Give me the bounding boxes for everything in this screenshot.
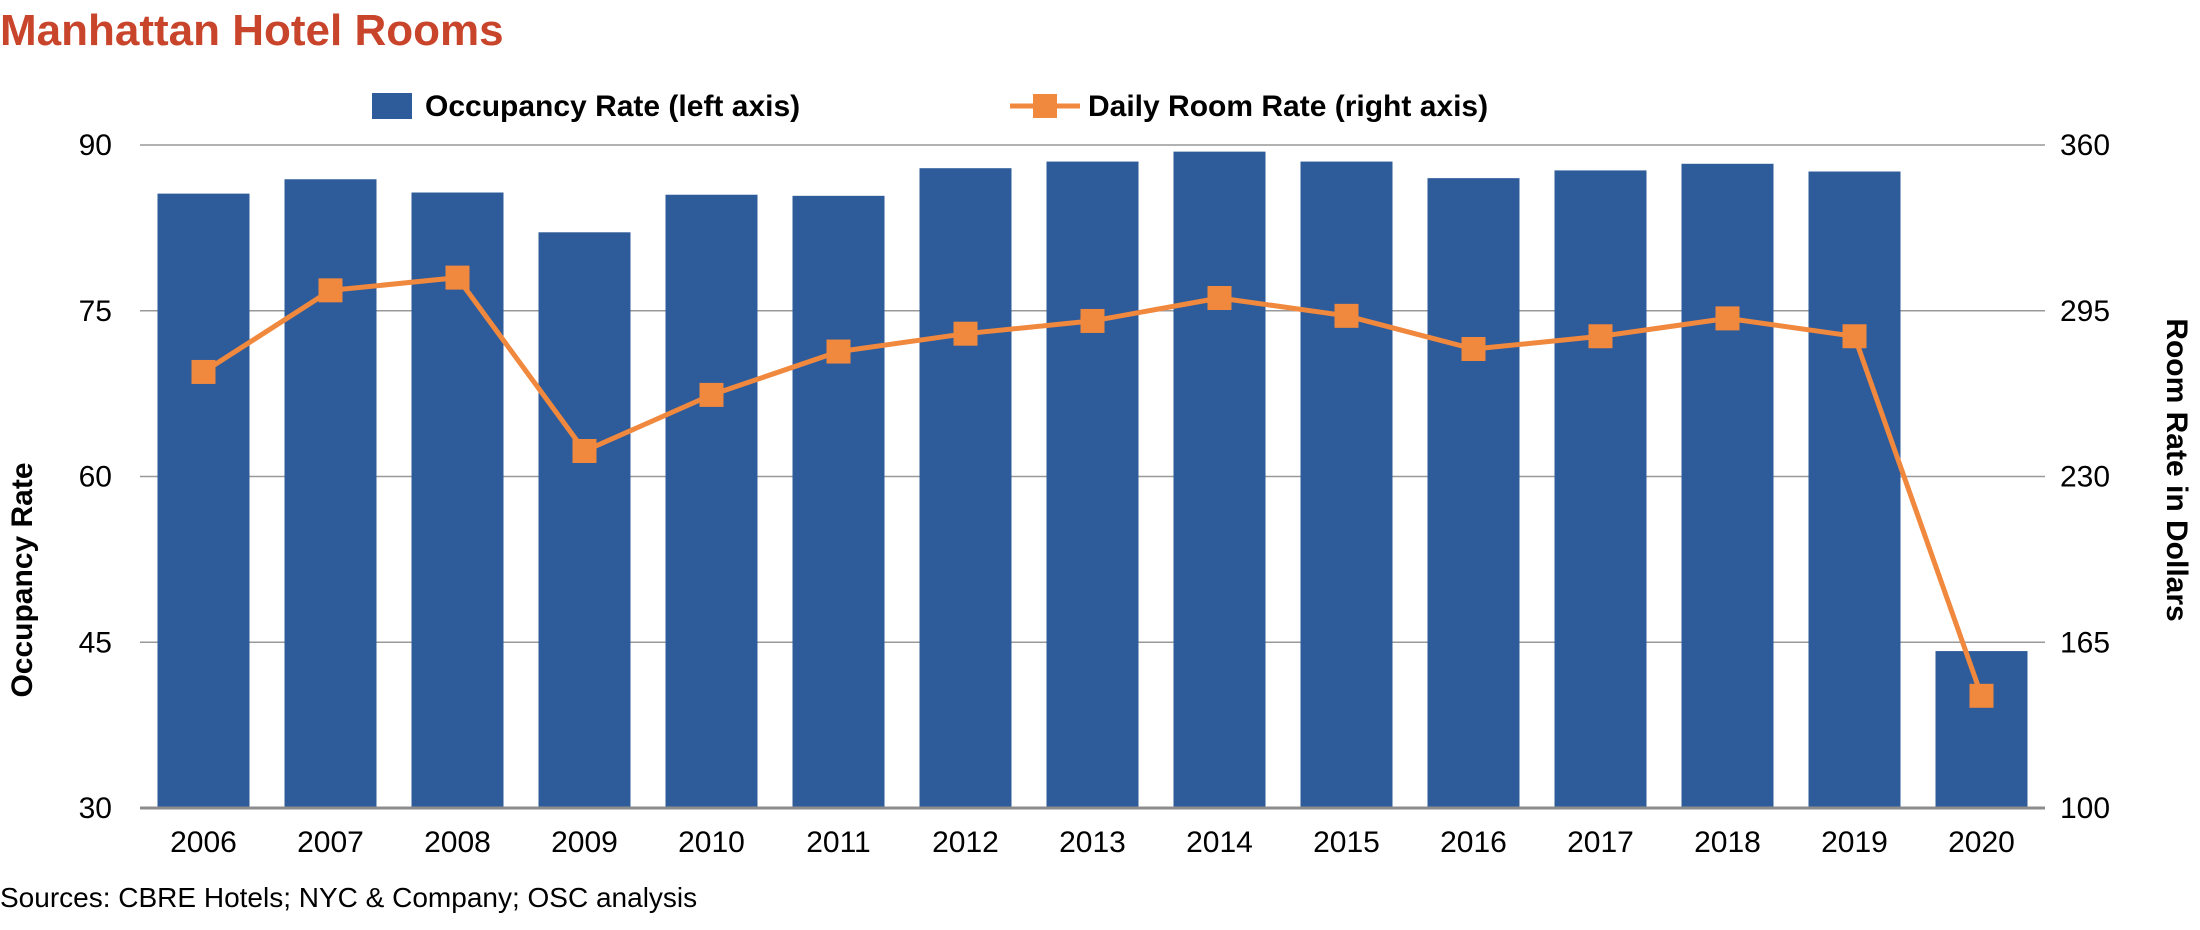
bar-2020 — [1935, 651, 2028, 808]
marker-2009 — [572, 439, 597, 463]
x-tick-label: 2014 — [1186, 826, 1253, 859]
y-right-tick-label: 295 — [2060, 295, 2110, 328]
legend-label-occupancy: Occupancy Rate (left axis) — [425, 90, 800, 123]
bar-series-occupancy — [157, 151, 2028, 809]
bar-2016 — [1427, 178, 1520, 808]
marker-2012 — [953, 321, 978, 346]
marker-2014 — [1207, 286, 1232, 310]
y-right-tick-label: 360 — [2060, 129, 2110, 162]
marker-2006 — [191, 359, 216, 384]
y-right-tick-label: 230 — [2060, 461, 2110, 494]
x-tick-label: 2018 — [1694, 826, 1761, 859]
x-tick-label: 2006 — [170, 826, 237, 859]
x-tick-label: 2007 — [297, 826, 364, 859]
x-tick-label: 2013 — [1059, 826, 1126, 859]
bar-2014 — [1173, 151, 1266, 808]
y-axis-right-label: Room Rate in Dollars — [2160, 318, 2193, 621]
marker-2019 — [1842, 324, 1867, 349]
x-tick-label: 2011 — [806, 826, 871, 859]
x-axis-ticks: 2006 2007 2008 2009 2010 2011 2012 2013 2014 2015… — [170, 826, 2015, 859]
bar-2008 — [411, 192, 504, 808]
x-tick-label: 2016 — [1440, 826, 1507, 859]
x-tick-label: 2008 — [424, 826, 491, 859]
marker-2010 — [699, 382, 724, 407]
x-tick-label: 2010 — [678, 826, 745, 859]
x-tick-label: 2009 — [551, 826, 618, 859]
y-left-tick-label: 45 — [79, 626, 112, 659]
bar-2006 — [157, 193, 250, 808]
bar-2012 — [919, 168, 1012, 808]
line-series-room-rate — [191, 265, 1994, 708]
y-right-tick-label: 100 — [2060, 792, 2110, 825]
x-tick-label: 2019 — [1821, 826, 1888, 859]
marker-2020 — [1969, 683, 1994, 708]
x-tick-label: 2017 — [1567, 826, 1634, 859]
bar-2017 — [1554, 170, 1647, 809]
y-left-tick-label: 60 — [79, 461, 112, 494]
marker-2016 — [1461, 337, 1486, 361]
x-tick-label: 2015 — [1313, 826, 1380, 859]
y-left-tick-label: 75 — [79, 295, 112, 328]
legend-label-room-rate: Daily Room Rate (right axis) — [1088, 90, 1488, 123]
marker-2007 — [318, 278, 343, 303]
marker-2011 — [826, 339, 851, 364]
marker-2017 — [1588, 324, 1613, 349]
chart-title: Manhattan Hotel Rooms — [0, 6, 504, 55]
bar-2010 — [665, 194, 758, 809]
marker-2015 — [1334, 303, 1359, 328]
y-left-tick-label: 30 — [79, 792, 112, 825]
y-axis-right-ticks: 100 165 230 295 360 — [2060, 129, 2110, 825]
x-tick-label: 2020 — [1948, 826, 2015, 859]
y-right-tick-label: 165 — [2060, 626, 2110, 659]
source-note: Sources: CBRE Hotels; NYC & Company; OSC… — [0, 882, 698, 913]
legend-swatch-room-rate-marker — [1033, 94, 1057, 118]
bar-2007 — [284, 179, 377, 808]
marker-2008 — [445, 265, 470, 290]
y-left-tick-label: 90 — [79, 129, 112, 162]
marker-2013 — [1080, 308, 1105, 333]
bar-2013 — [1046, 161, 1139, 808]
bar-2015 — [1300, 161, 1393, 808]
legend-swatch-occupancy — [372, 93, 412, 119]
bar-2019 — [1808, 171, 1901, 808]
x-tick-label: 2012 — [932, 826, 999, 859]
marker-2018 — [1715, 306, 1740, 331]
y-axis-left-label: Occupancy Rate — [6, 462, 39, 697]
legend: Occupancy Rate (left axis) Daily Room Ra… — [372, 90, 1488, 123]
bar-2011 — [792, 195, 885, 808]
bar-2018 — [1681, 163, 1774, 808]
y-axis-left-ticks: 30 45 60 75 90 — [79, 129, 112, 825]
bar-2009 — [538, 232, 631, 809]
